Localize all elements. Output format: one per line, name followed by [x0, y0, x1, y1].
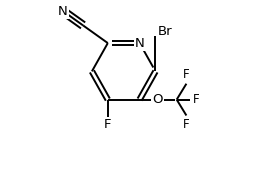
Text: O: O: [152, 93, 163, 106]
Text: Br: Br: [157, 25, 172, 38]
Text: N: N: [135, 37, 144, 50]
Text: F: F: [183, 68, 190, 81]
Text: F: F: [104, 118, 111, 131]
Text: N: N: [58, 5, 68, 18]
Text: F: F: [183, 118, 190, 131]
Text: F: F: [193, 93, 200, 106]
